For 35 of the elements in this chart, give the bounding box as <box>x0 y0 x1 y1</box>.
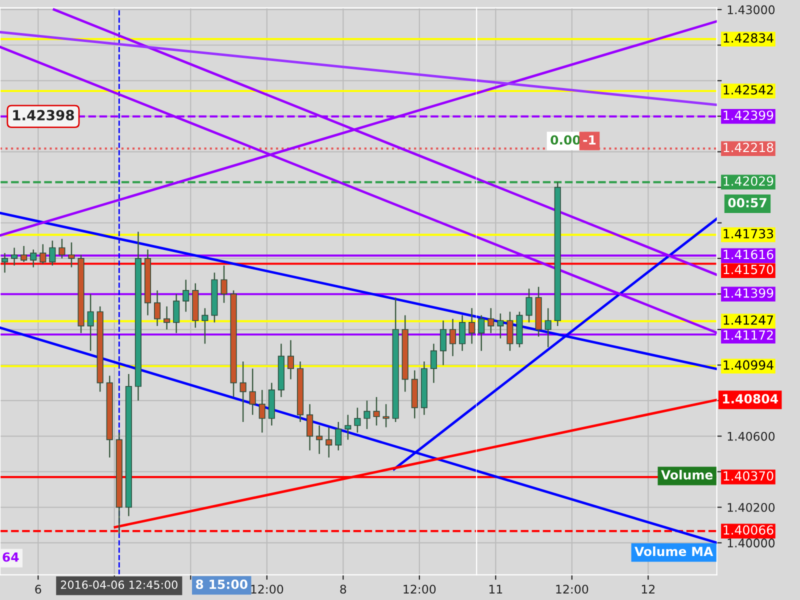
x-tick-label: 8 <box>340 584 346 594</box>
ref-line-label: 1.42029 <box>724 176 774 186</box>
annotation: -1 <box>583 135 596 144</box>
ref-line-label: 1.40370 <box>724 471 774 481</box>
ref-line-label: 1.41247 <box>724 315 773 325</box>
x-tick-label: 12:00 <box>556 584 588 594</box>
annotation: 1.42398 <box>13 110 74 120</box>
y-tick-label: 1.40600 <box>728 432 775 441</box>
y-tick-label: 1.43000 <box>728 5 775 14</box>
ref-line-label: 1.41570 <box>724 264 774 274</box>
ref-line-label: 1.42218 <box>724 142 774 152</box>
ref-line-label: 2016-04-06 12:45:00 <box>60 580 178 589</box>
ref-line-label: 1.41733 <box>724 228 774 238</box>
x-tick-label: 12:00 <box>251 584 284 594</box>
y-tick-label: 1.40200 <box>728 502 775 512</box>
text: 00:57 <box>728 198 766 208</box>
ref-line-label: 1.42834 <box>724 33 774 43</box>
annotation: Volume MA <box>634 546 714 556</box>
text: 8 15:00 <box>196 580 248 590</box>
ref-line-label: 1.41172 <box>724 330 773 340</box>
ref-line-label: 1.42399 <box>724 110 774 120</box>
ref-line-label: 1.41616 <box>724 250 774 260</box>
x-tick-label: 6 <box>35 584 42 594</box>
annotation: Volume <box>660 470 713 480</box>
x-tick-label: 11 <box>489 584 502 594</box>
ref-line-label: 1.40066 <box>724 525 774 535</box>
text: 1.40804 <box>723 394 778 404</box>
ref-line-label: 1.40994 <box>724 360 774 370</box>
ref-line-label: 1.41399 <box>724 288 774 298</box>
x-tick-label: 12:00 <box>404 584 436 594</box>
y-tick-label: 1.40000 <box>728 538 775 548</box>
x-tick-label: 12 <box>642 584 654 594</box>
annotation: 64 <box>2 552 19 562</box>
annotation: 0.00 <box>550 135 580 145</box>
ref-line-label: 1.42542 <box>724 85 773 95</box>
